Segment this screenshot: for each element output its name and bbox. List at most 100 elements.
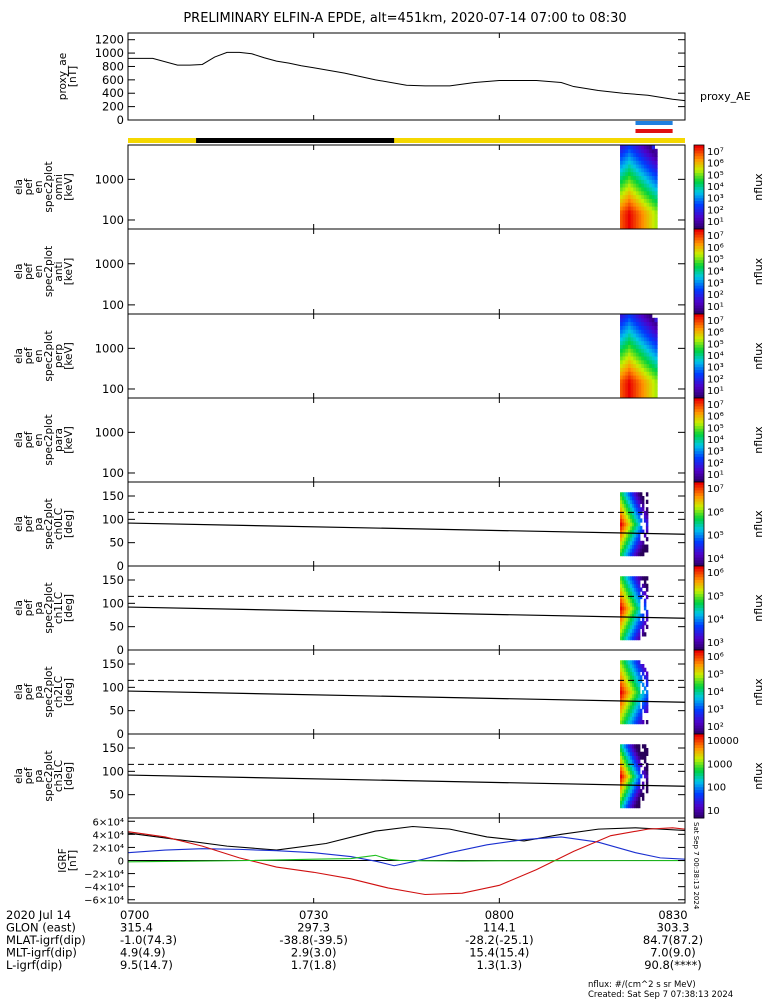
heatmap-cell xyxy=(623,576,627,581)
heatmap-cell xyxy=(639,621,643,626)
heatmap-cell xyxy=(625,671,629,676)
panel-frame xyxy=(127,565,686,651)
heatmap-cell xyxy=(651,321,655,326)
heatmap-cell xyxy=(639,544,643,549)
heatmap-cell xyxy=(627,598,631,603)
heatmap-cell xyxy=(641,496,645,501)
heatmap-cell xyxy=(633,348,637,353)
heatmap-cell xyxy=(623,510,627,516)
heatmap-cell xyxy=(630,356,634,361)
heatmap-cell xyxy=(651,190,655,196)
heatmap-cell xyxy=(623,660,627,665)
heatmap-cell xyxy=(651,225,655,230)
y-tick-label: 100 xyxy=(102,466,124,480)
heatmap-cell xyxy=(623,693,627,699)
heatmap-cell xyxy=(649,325,653,330)
colorbar-segment xyxy=(694,720,704,724)
heatmap-cell xyxy=(637,660,641,665)
heatmap-cell xyxy=(622,552,625,557)
heatmap-cell xyxy=(646,314,650,319)
heatmap-cell xyxy=(622,632,625,637)
heatmap-cell xyxy=(654,325,658,330)
colorbar-segment xyxy=(694,778,704,783)
heatmap-cell xyxy=(654,386,658,391)
colorbar-segment xyxy=(694,762,704,766)
heatmap-cell xyxy=(637,552,641,557)
heatmap-cell xyxy=(620,686,623,691)
heatmap-cell xyxy=(645,499,649,504)
heatmap-cell xyxy=(637,744,641,749)
heatmap-cell xyxy=(623,678,627,684)
colorbar-segment xyxy=(694,759,704,763)
colorbar-tick-label: 10⁷ xyxy=(707,316,724,327)
heatmap-cell xyxy=(649,171,653,177)
heatmap-cell xyxy=(635,682,639,687)
heatmap-cell xyxy=(643,759,647,764)
y-axis-label: pef xyxy=(23,767,35,784)
heatmap-cell xyxy=(623,518,627,523)
heatmap-cell xyxy=(633,690,637,695)
heatmap-cell xyxy=(635,594,639,600)
heatmap-cell xyxy=(646,356,650,361)
heatmap-cell xyxy=(622,675,625,680)
heatmap-cell xyxy=(629,606,633,611)
heatmap-cell xyxy=(649,371,653,376)
heatmap-cell xyxy=(623,533,627,538)
heatmap-cell xyxy=(645,544,649,549)
heatmap-cell xyxy=(620,363,624,368)
heatmap-cell xyxy=(635,363,640,368)
colorbar-tick-label: 10 xyxy=(707,806,720,817)
heatmap-cell xyxy=(637,705,641,710)
heatmap-cell xyxy=(633,548,637,553)
heatmap-cell xyxy=(638,194,642,199)
heatmap-cell xyxy=(629,716,633,721)
heatmap-cell xyxy=(637,492,641,497)
heatmap-cell xyxy=(633,682,637,687)
heatmap-cell xyxy=(654,167,658,173)
heatmap-cell xyxy=(651,386,655,391)
colorbar-segment xyxy=(694,510,704,514)
heatmap-cell xyxy=(625,314,629,319)
colorbar-segment xyxy=(694,568,704,573)
colorbar-segment xyxy=(694,451,704,455)
colorbar-segment xyxy=(694,501,704,505)
heatmap-cell xyxy=(627,356,632,361)
heatmap-cell xyxy=(627,317,632,323)
heatmap-cell xyxy=(620,367,624,372)
colorbar-tick-label: 10¹ xyxy=(707,217,724,228)
heatmap-cell xyxy=(633,336,637,342)
colorbar-tick-label: 10² xyxy=(707,458,724,469)
heatmap-cell xyxy=(625,156,629,161)
y-axis-label: ch1LC xyxy=(53,592,65,624)
colorbar-segment xyxy=(694,566,704,570)
heatmap-cell xyxy=(622,583,625,588)
heatmap-cell xyxy=(637,762,641,768)
colorbar-segment xyxy=(694,692,704,696)
heatmap-cell xyxy=(637,587,641,592)
colorbar-segment xyxy=(694,745,704,749)
heatmap-cell xyxy=(633,217,637,222)
colorbar-segment xyxy=(694,487,704,491)
heatmap-cell xyxy=(631,591,635,596)
heatmap-cell xyxy=(649,179,653,184)
colorbar-segment xyxy=(694,515,704,519)
heatmap-cell xyxy=(643,375,648,380)
colorbar-segment xyxy=(694,201,704,205)
heatmap-cell xyxy=(654,394,658,399)
heatmap-cell xyxy=(641,705,645,710)
colorbar-tick-label: 10³ xyxy=(707,278,724,289)
heatmap-cell xyxy=(638,371,642,376)
colorbar-segment xyxy=(694,655,704,659)
heatmap-cell xyxy=(631,583,635,588)
heatmap-cell xyxy=(643,744,647,749)
heatmap-cell xyxy=(625,348,629,353)
heatmap-cell xyxy=(629,510,633,516)
heatmap-cell xyxy=(654,206,658,211)
heatmap-cell xyxy=(641,164,645,169)
y-tick-label: 150 xyxy=(102,489,124,503)
heatmap-cell xyxy=(635,321,640,326)
heatmap-cell xyxy=(627,175,632,180)
heatmap-cell xyxy=(629,664,633,669)
heatmap-cell xyxy=(635,213,640,219)
